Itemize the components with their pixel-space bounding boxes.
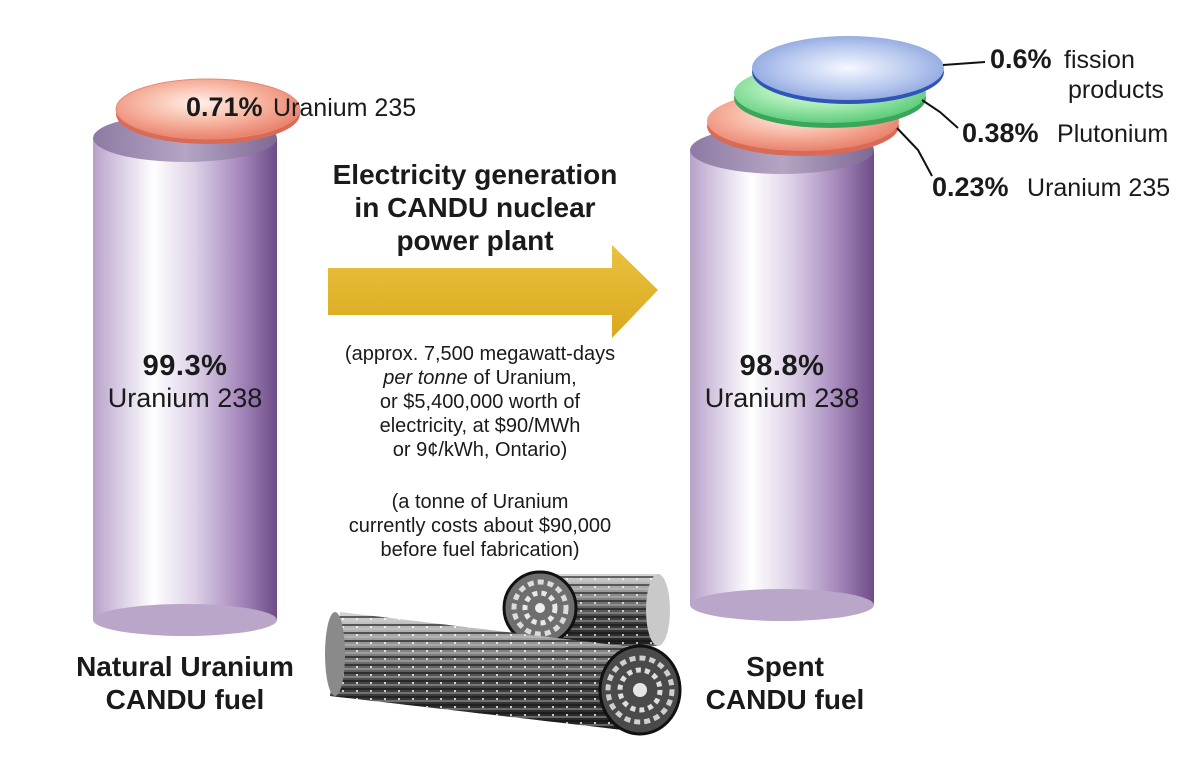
natural-u235-percent: 0.71%: [186, 92, 263, 122]
natural-u238-percent: 99.3%: [142, 350, 228, 382]
natural-u238-label: 99.3% Uranium 238: [93, 350, 277, 414]
fission-percent: 0.6%: [990, 44, 1052, 74]
process-title: Electricity generation in CANDU nuclear …: [300, 158, 650, 257]
u235-leader-line: [896, 127, 933, 177]
plutonium-percent: 0.38%: [962, 118, 1039, 148]
energy-note-line-4: electricity, at $90/MWh: [379, 415, 581, 437]
spent-u238-percent: 98.8%: [739, 350, 825, 382]
spent-caption-line-2: CANDU fuel: [705, 684, 865, 715]
plutonium-leader-line: [921, 99, 959, 129]
process-title-line-2: in CANDU nuclear: [354, 192, 596, 223]
cost-note-line-3: before fuel fabrication): [380, 539, 580, 561]
process-arrow: [328, 245, 658, 338]
energy-note: (approx. 7,500 megawatt-days per tonne o…: [310, 342, 650, 462]
cost-note-line-2: currently costs about $90,000: [348, 515, 612, 537]
natural-fuel-caption: Natural Uranium CANDU fuel: [40, 650, 330, 716]
cost-note-line-1: (a tonne of Uranium: [391, 491, 569, 513]
spent-u235-name: Uranium 235: [1027, 174, 1171, 202]
natural-caption-line-1: Natural Uranium: [76, 651, 294, 682]
natural-u235-label: 0.71% Uranium 235: [186, 92, 416, 123]
process-title-line-3: power plant: [396, 225, 554, 256]
fission-products-label: 0.6% fission: [990, 44, 1135, 75]
natural-u235-name: Uranium 235: [273, 94, 417, 122]
fission-label-line-1: fission: [1064, 46, 1135, 74]
fuel-bundle-large: [325, 612, 682, 736]
fission-leader-line: [942, 61, 986, 66]
natural-u238-name: Uranium 238: [107, 383, 263, 413]
spent-fuel-caption: Spent CANDU fuel: [660, 650, 910, 716]
fission-products-disc: [752, 36, 944, 104]
natural-u235-disc: [115, 78, 301, 144]
spent-u235-percent: 0.23%: [932, 172, 1009, 202]
energy-note-line-1: (approx. 7,500 megawatt-days: [344, 343, 616, 365]
spent-u238-label: 98.8% Uranium 238: [690, 350, 874, 414]
fission-label-line-2: products: [1068, 76, 1164, 104]
energy-note-italic: per tonne: [383, 367, 468, 389]
spent-caption-line-1: Spent: [746, 651, 824, 682]
process-title-line-1: Electricity generation: [332, 159, 618, 190]
energy-note-line-5: or 9¢/kWh, Ontario): [392, 439, 568, 461]
fuel-bundle-small: [502, 570, 670, 646]
cost-note: (a tonne of Uranium currently costs abou…: [310, 490, 650, 562]
energy-note-line-2: per tonne of Uranium,: [310, 366, 650, 390]
spent-u235-label: 0.23% Uranium 235: [932, 172, 1170, 203]
spent-u238-name: Uranium 238: [704, 383, 860, 413]
energy-note-rest: of Uranium,: [467, 367, 577, 389]
natural-caption-line-2: CANDU fuel: [105, 684, 265, 715]
plutonium-name: Plutonium: [1057, 120, 1169, 148]
energy-note-line-3: or $5,400,000 worth of: [379, 391, 581, 413]
plutonium-label: 0.38% Plutonium: [962, 118, 1168, 149]
